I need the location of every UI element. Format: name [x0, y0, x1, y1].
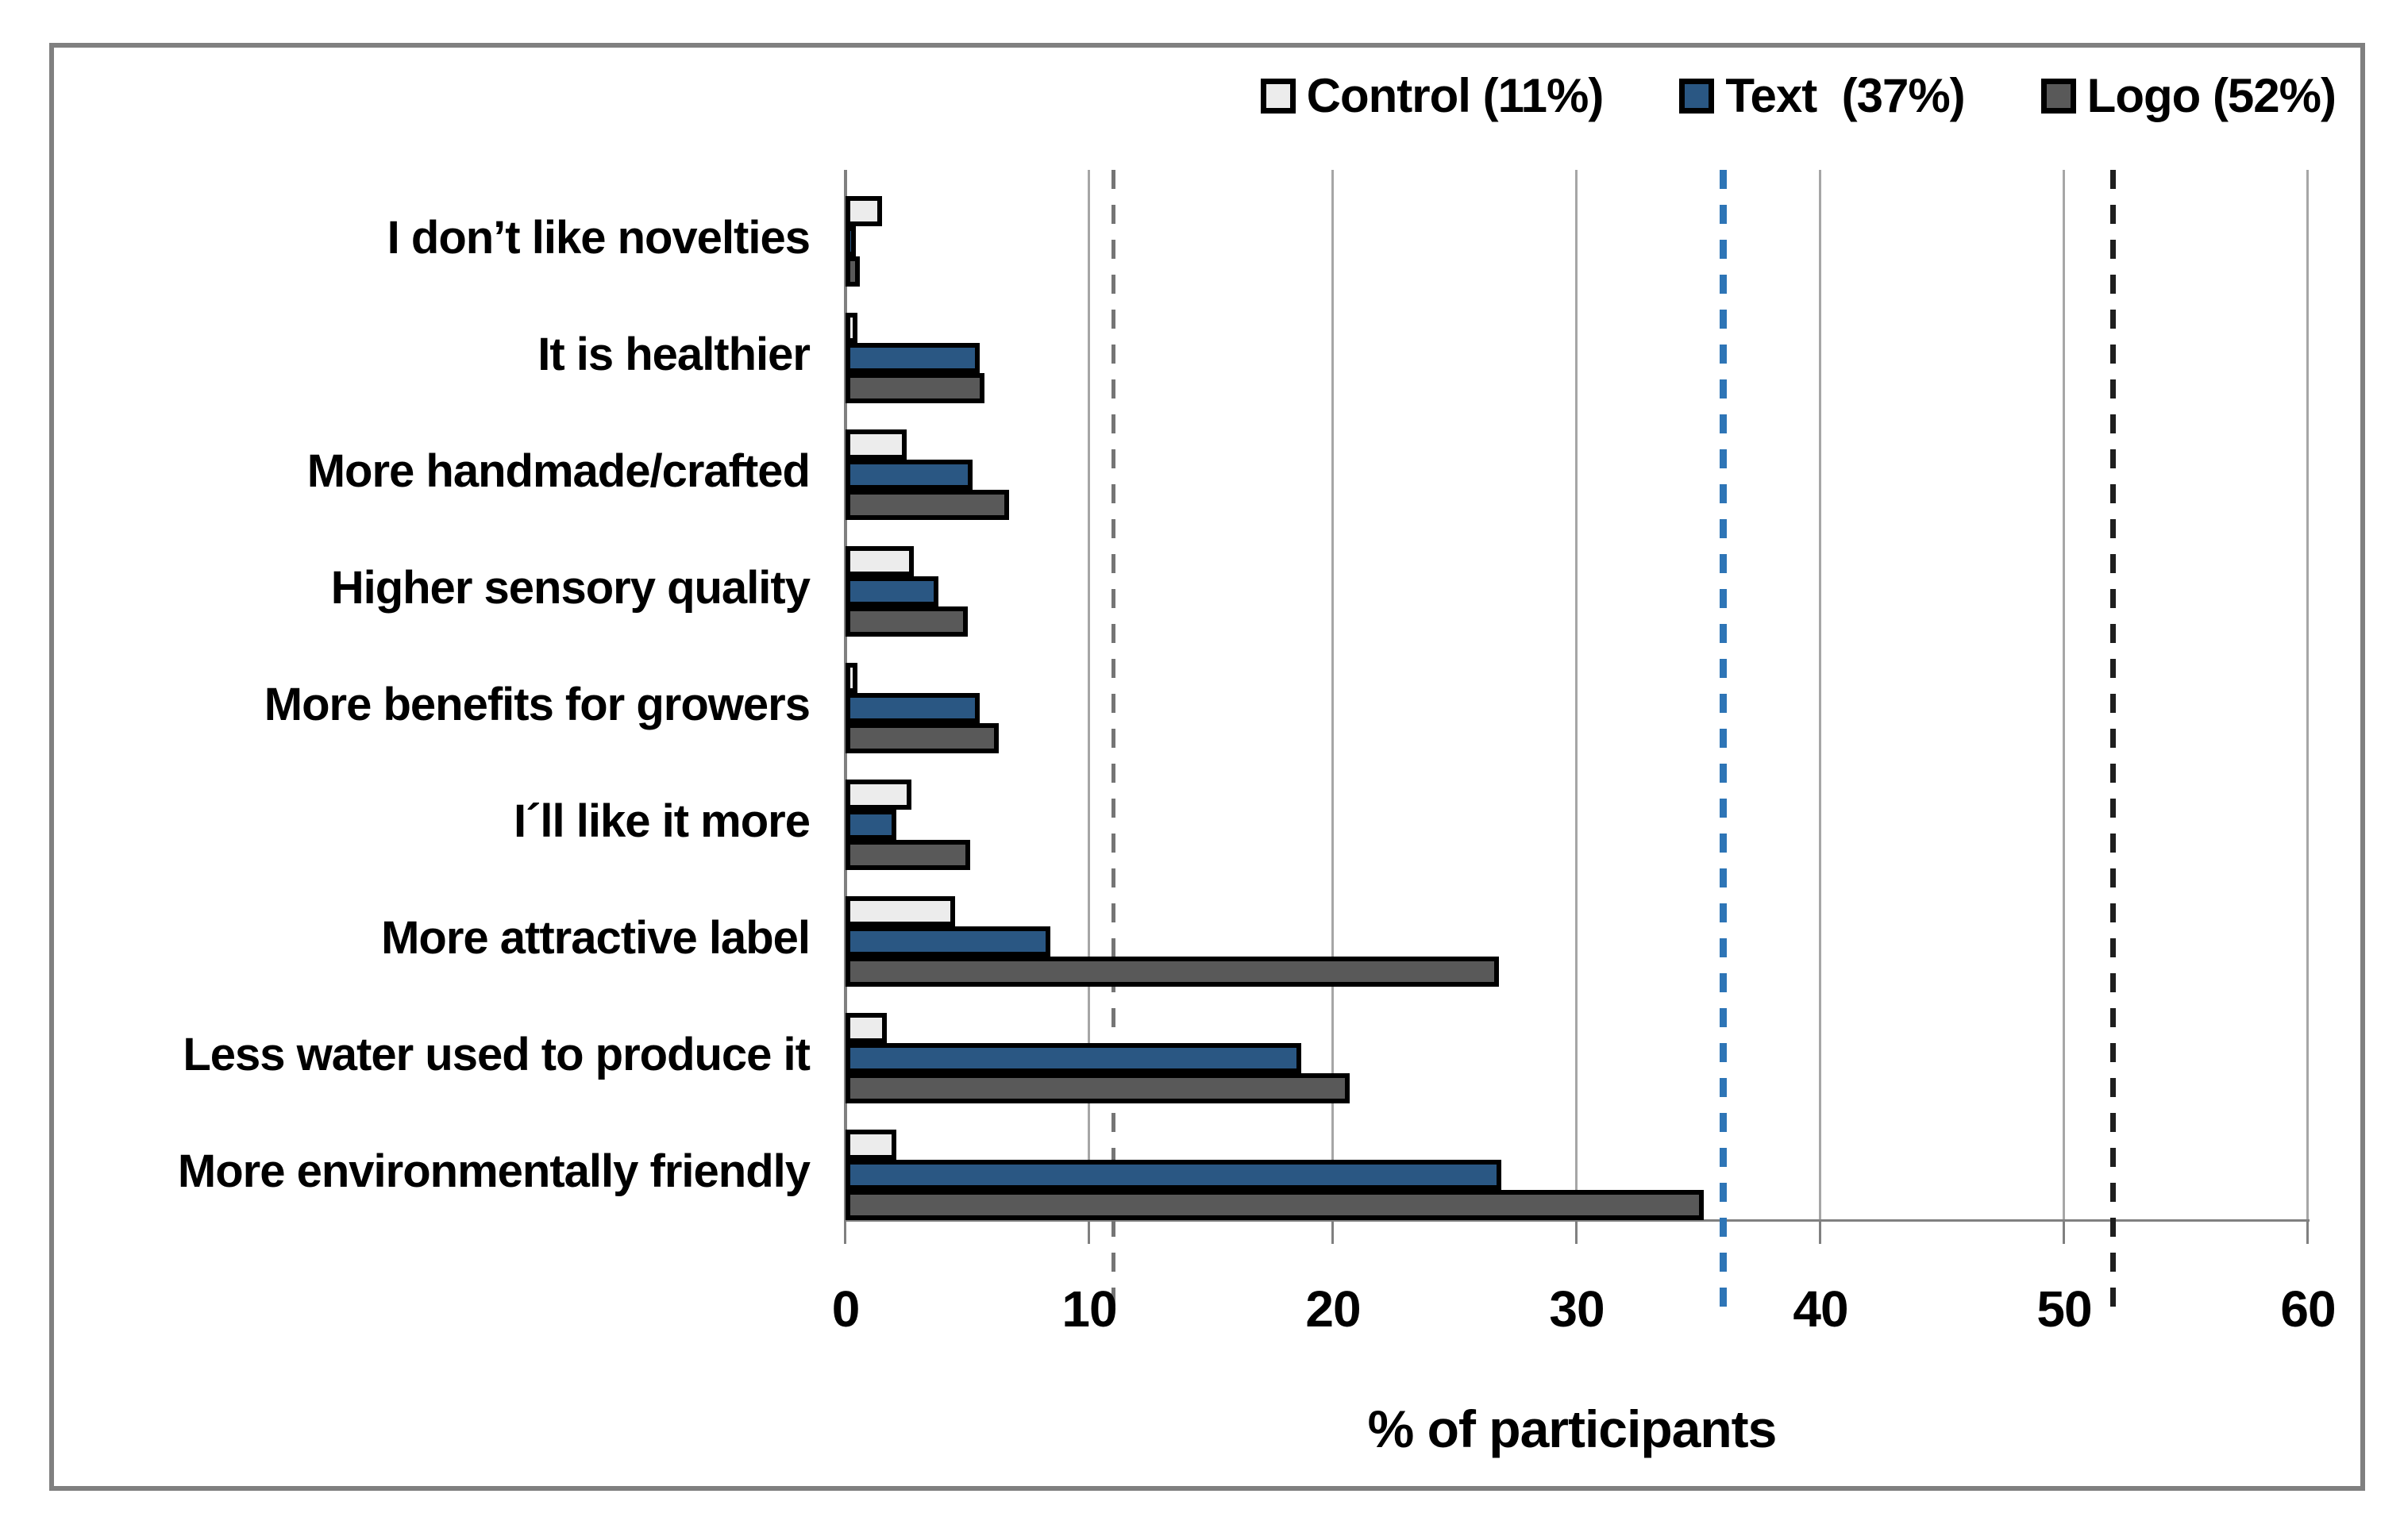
category-label: More benefits for growers — [264, 679, 811, 730]
gridline — [1088, 170, 1090, 1219]
category-label: It is healthier — [537, 329, 811, 380]
bar-text — [846, 226, 856, 256]
bar-control — [846, 196, 883, 226]
legend-label: Control (11%) — [1306, 69, 1605, 122]
bar-logo — [846, 256, 861, 287]
legend-item: Control (11%) — [1260, 68, 1605, 123]
axis-tick — [2063, 1219, 2065, 1244]
axis-tick — [1575, 1219, 1578, 1244]
bar-logo — [846, 957, 1499, 987]
gridline — [2063, 170, 2065, 1219]
figure-border — [49, 43, 2365, 1491]
axis-tick — [1819, 1219, 1821, 1244]
legend-item: Logo (52%) — [2040, 68, 2337, 123]
bar-control — [846, 1013, 888, 1043]
x-tick-label: 30 — [1549, 1280, 1605, 1338]
bar-logo — [846, 490, 1009, 520]
bar-text — [846, 343, 980, 373]
bar-logo — [846, 1190, 1704, 1220]
reference-line — [1111, 170, 1116, 1311]
x-tick-label: 20 — [1305, 1280, 1361, 1338]
bar-control — [846, 663, 858, 693]
bar-text — [846, 460, 973, 490]
bar-logo — [846, 840, 970, 870]
bar-logo — [846, 1073, 1350, 1103]
bar-text — [846, 926, 1050, 957]
bar-logo — [846, 723, 1000, 753]
legend-swatch-icon — [1679, 78, 1715, 114]
gridline — [1575, 170, 1578, 1219]
category-label: More environmentally friendly — [177, 1145, 811, 1197]
axis-tick — [844, 1219, 846, 1244]
category-label: More attractive label — [381, 912, 811, 964]
bar-control — [846, 1130, 897, 1160]
bar-text — [846, 810, 897, 840]
gridline — [2306, 170, 2309, 1219]
legend-item: Text (37%) — [1679, 68, 1966, 123]
legend-swatch-icon — [2040, 78, 2076, 114]
bar-logo — [846, 606, 968, 637]
legend-swatch-icon — [1260, 78, 1296, 114]
bar-text — [846, 693, 980, 723]
bar-logo — [846, 373, 984, 403]
x-tick-label: 40 — [1793, 1280, 1848, 1338]
x-axis-title: % of participants — [1367, 1399, 1778, 1458]
x-tick-label: 60 — [2280, 1280, 2336, 1338]
x-tick-label: 10 — [1061, 1280, 1117, 1338]
x-tick-label: 0 — [831, 1280, 861, 1338]
bar-control — [846, 429, 907, 460]
category-label: Less water used to produce it — [183, 1029, 811, 1080]
category-label: I´ll like it more — [514, 795, 811, 847]
reference-line — [1719, 170, 1727, 1311]
x-axis-line — [844, 1219, 2310, 1222]
axis-tick — [1088, 1219, 1090, 1244]
category-label: Higher sensory quality — [330, 562, 811, 614]
category-label: More handmade/crafted — [306, 445, 811, 497]
legend-label: Logo (52%) — [2086, 69, 2337, 122]
reference-line — [2109, 170, 2116, 1311]
bar-text — [846, 1043, 1302, 1073]
axis-tick — [1331, 1219, 1334, 1244]
bar-control — [846, 546, 914, 576]
gridline — [1331, 170, 1334, 1219]
bar-control — [846, 896, 956, 926]
bar-control — [846, 313, 858, 343]
category-label: I don’t like novelties — [387, 212, 811, 264]
gridline — [1819, 170, 1821, 1219]
bar-text — [846, 1160, 1501, 1190]
bar-control — [846, 780, 911, 810]
axis-tick — [2306, 1219, 2309, 1244]
legend: Control (11%) Text (37%) Logo (52%) — [1260, 68, 2337, 123]
bar-text — [846, 576, 938, 606]
x-tick-label: 50 — [2036, 1280, 2092, 1338]
legend-label: Text (37%) — [1725, 69, 1965, 122]
